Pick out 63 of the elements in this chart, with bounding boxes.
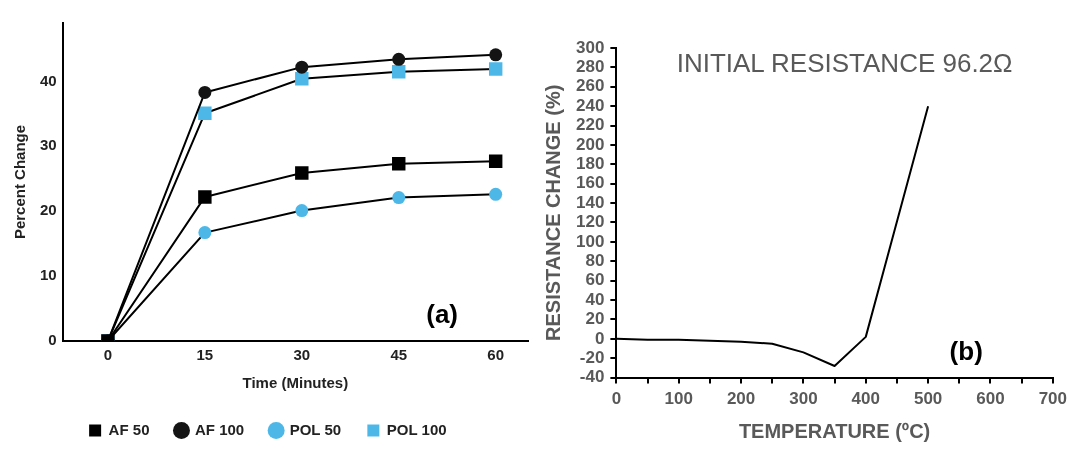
point xyxy=(392,191,406,205)
y-tick-label: 20 xyxy=(40,201,57,219)
x-axis-title: Time (Minutes) xyxy=(242,374,349,392)
x-axis-title: TEMPERATURE (ºC) xyxy=(738,419,931,442)
annotation: (b) xyxy=(949,335,983,366)
legend-label: POL 100 xyxy=(386,420,447,438)
y-tick-label: 300 xyxy=(575,37,605,57)
y-tick-label: 220 xyxy=(575,115,605,135)
x-tick-label: 15 xyxy=(196,346,214,364)
point xyxy=(488,62,503,76)
point xyxy=(295,204,309,218)
y-tick-label: 200 xyxy=(575,134,605,154)
y-tick-label: 180 xyxy=(575,154,605,174)
point xyxy=(198,106,212,120)
legend-label: AF 100 xyxy=(194,420,245,438)
y-tick-label: 140 xyxy=(575,192,605,212)
point xyxy=(488,154,503,168)
x-tick-label: 200 xyxy=(726,389,756,409)
y-axis-title: Percent Change xyxy=(11,124,29,240)
y-axis-title: RESISTANCE CHANGE (%) xyxy=(541,84,564,341)
point xyxy=(295,72,309,86)
x-tick-label: 300 xyxy=(789,389,818,409)
legend-label: AF 50 xyxy=(108,420,150,438)
chart-title: INITIAL RESISTANCE 96.2Ω xyxy=(676,48,1013,79)
y-tick-label: 60 xyxy=(585,270,605,290)
y-tick-label: 20 xyxy=(585,309,605,329)
y-tick-label: 260 xyxy=(575,76,605,96)
y-tick-label: 0 xyxy=(48,331,57,349)
x-tick-label: 60 xyxy=(487,346,505,364)
y-tick-label: 30 xyxy=(40,136,57,154)
y-tick-label: 80 xyxy=(585,250,605,270)
point xyxy=(295,60,309,74)
point xyxy=(198,190,212,204)
x-tick-label: 45 xyxy=(390,346,408,364)
y-tick-label: 40 xyxy=(40,71,57,89)
y-tick-label: 100 xyxy=(575,231,605,251)
point xyxy=(392,52,406,66)
y-tick-label: 160 xyxy=(575,173,605,193)
legend-label: POL 50 xyxy=(289,420,342,438)
x-tick-label: 100 xyxy=(664,389,693,409)
x-tick-label: 30 xyxy=(293,346,311,364)
point xyxy=(198,85,212,99)
annotation: (a) xyxy=(426,299,458,330)
x-tick-label: 600 xyxy=(976,389,1005,409)
x-tick-label: 400 xyxy=(851,389,880,409)
point xyxy=(392,157,406,171)
x-tick-label: 700 xyxy=(1038,389,1068,409)
y-tick-label: 10 xyxy=(40,266,57,284)
y-tick-label: 280 xyxy=(575,57,605,77)
point xyxy=(489,187,503,201)
y-tick-label: -40 xyxy=(579,367,605,387)
y-tick-label: 40 xyxy=(585,289,605,309)
point xyxy=(392,64,406,79)
y-tick-label: 120 xyxy=(575,212,605,232)
point xyxy=(198,226,212,240)
x-tick-label: 500 xyxy=(913,389,943,409)
y-tick-label: 240 xyxy=(575,95,605,115)
y-tick-label: 0 xyxy=(594,328,605,348)
point xyxy=(295,166,309,180)
point xyxy=(489,48,503,62)
y-tick-label: -20 xyxy=(579,347,605,367)
x-tick-label: 0 xyxy=(611,389,622,409)
x-tick-label: 0 xyxy=(103,346,113,364)
